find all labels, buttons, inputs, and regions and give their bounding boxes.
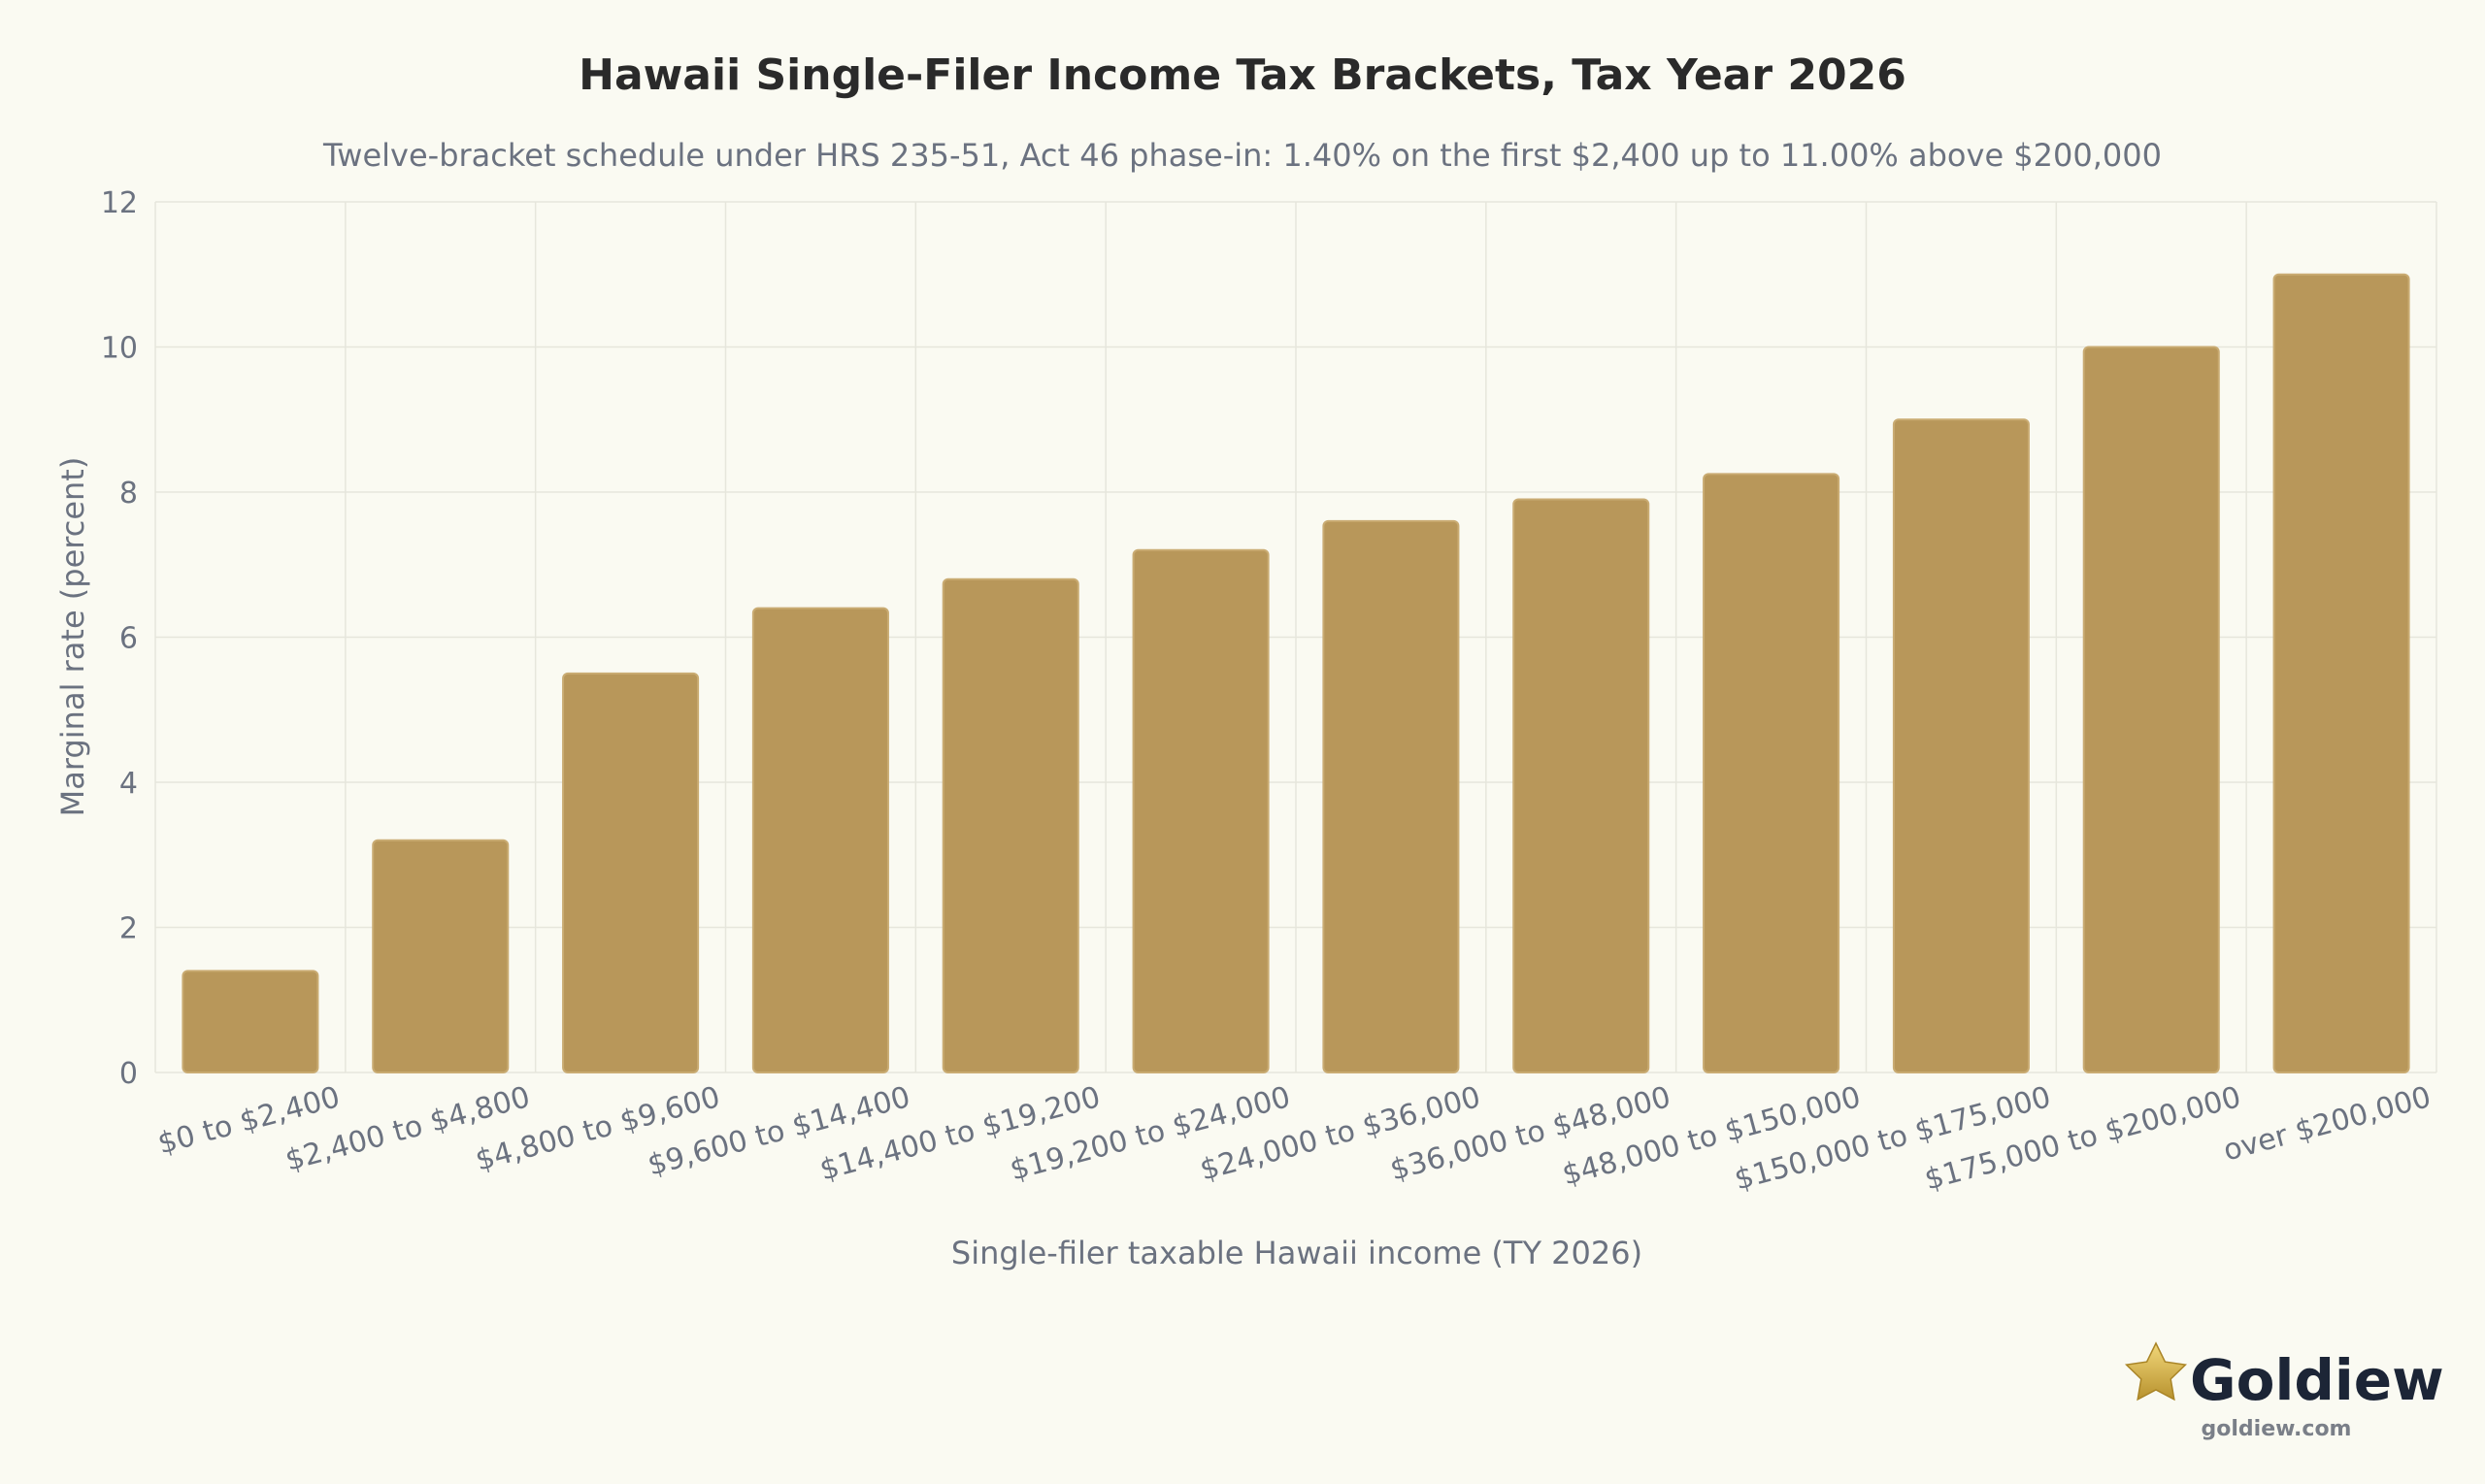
bar [751,607,889,1073]
y-axis-ticks: 0 2 4 6 8 10 12 [101,186,138,1091]
bar [1703,473,1840,1073]
y-axis-label: Marginal rate (percent) [54,457,91,817]
x-axis-label: Single-filer taxable Hawaii income (TY 2… [951,1235,1642,1271]
logo-url: goldiew.com [2202,1417,2352,1441]
y-tick-label: 4 [119,767,138,801]
grid [154,201,2437,1073]
bar [1322,519,1460,1073]
bar [1892,418,2030,1073]
y-tick-label: 8 [119,477,138,511]
star-icon [2124,1341,2188,1402]
x-axis-ticks: $0 to $2,400$2,400 to $4,800$4,800 to $9… [154,1080,2435,1198]
y-tick-label: 12 [101,186,138,220]
y-tick-label: 2 [119,912,138,946]
bar [1132,548,1270,1073]
bar [372,839,510,1073]
x-tick-label: over $200,000 [2220,1080,2435,1169]
bar [562,672,700,1073]
bar [2272,273,2410,1073]
y-tick-label: 0 [119,1057,138,1091]
x-tick-label: $150,000 to $175,000 [1731,1080,2054,1198]
bar [2082,346,2220,1073]
logo: Goldiew goldiew.com [2124,1341,2444,1441]
y-tick-label: 10 [101,332,138,366]
x-tick-label: $175,000 to $200,000 [1921,1080,2244,1198]
bar [1512,498,1650,1073]
chart-subtitle: Twelve-bracket schedule under HRS 235-51… [322,137,2162,174]
bars [182,273,2410,1073]
y-tick-label: 6 [119,622,138,656]
logo-name: Goldiew [2190,1347,2444,1413]
chart-title: Hawaii Single-Filer Income Tax Brackets,… [579,50,1906,100]
bar [182,970,319,1073]
bar [942,577,1079,1073]
